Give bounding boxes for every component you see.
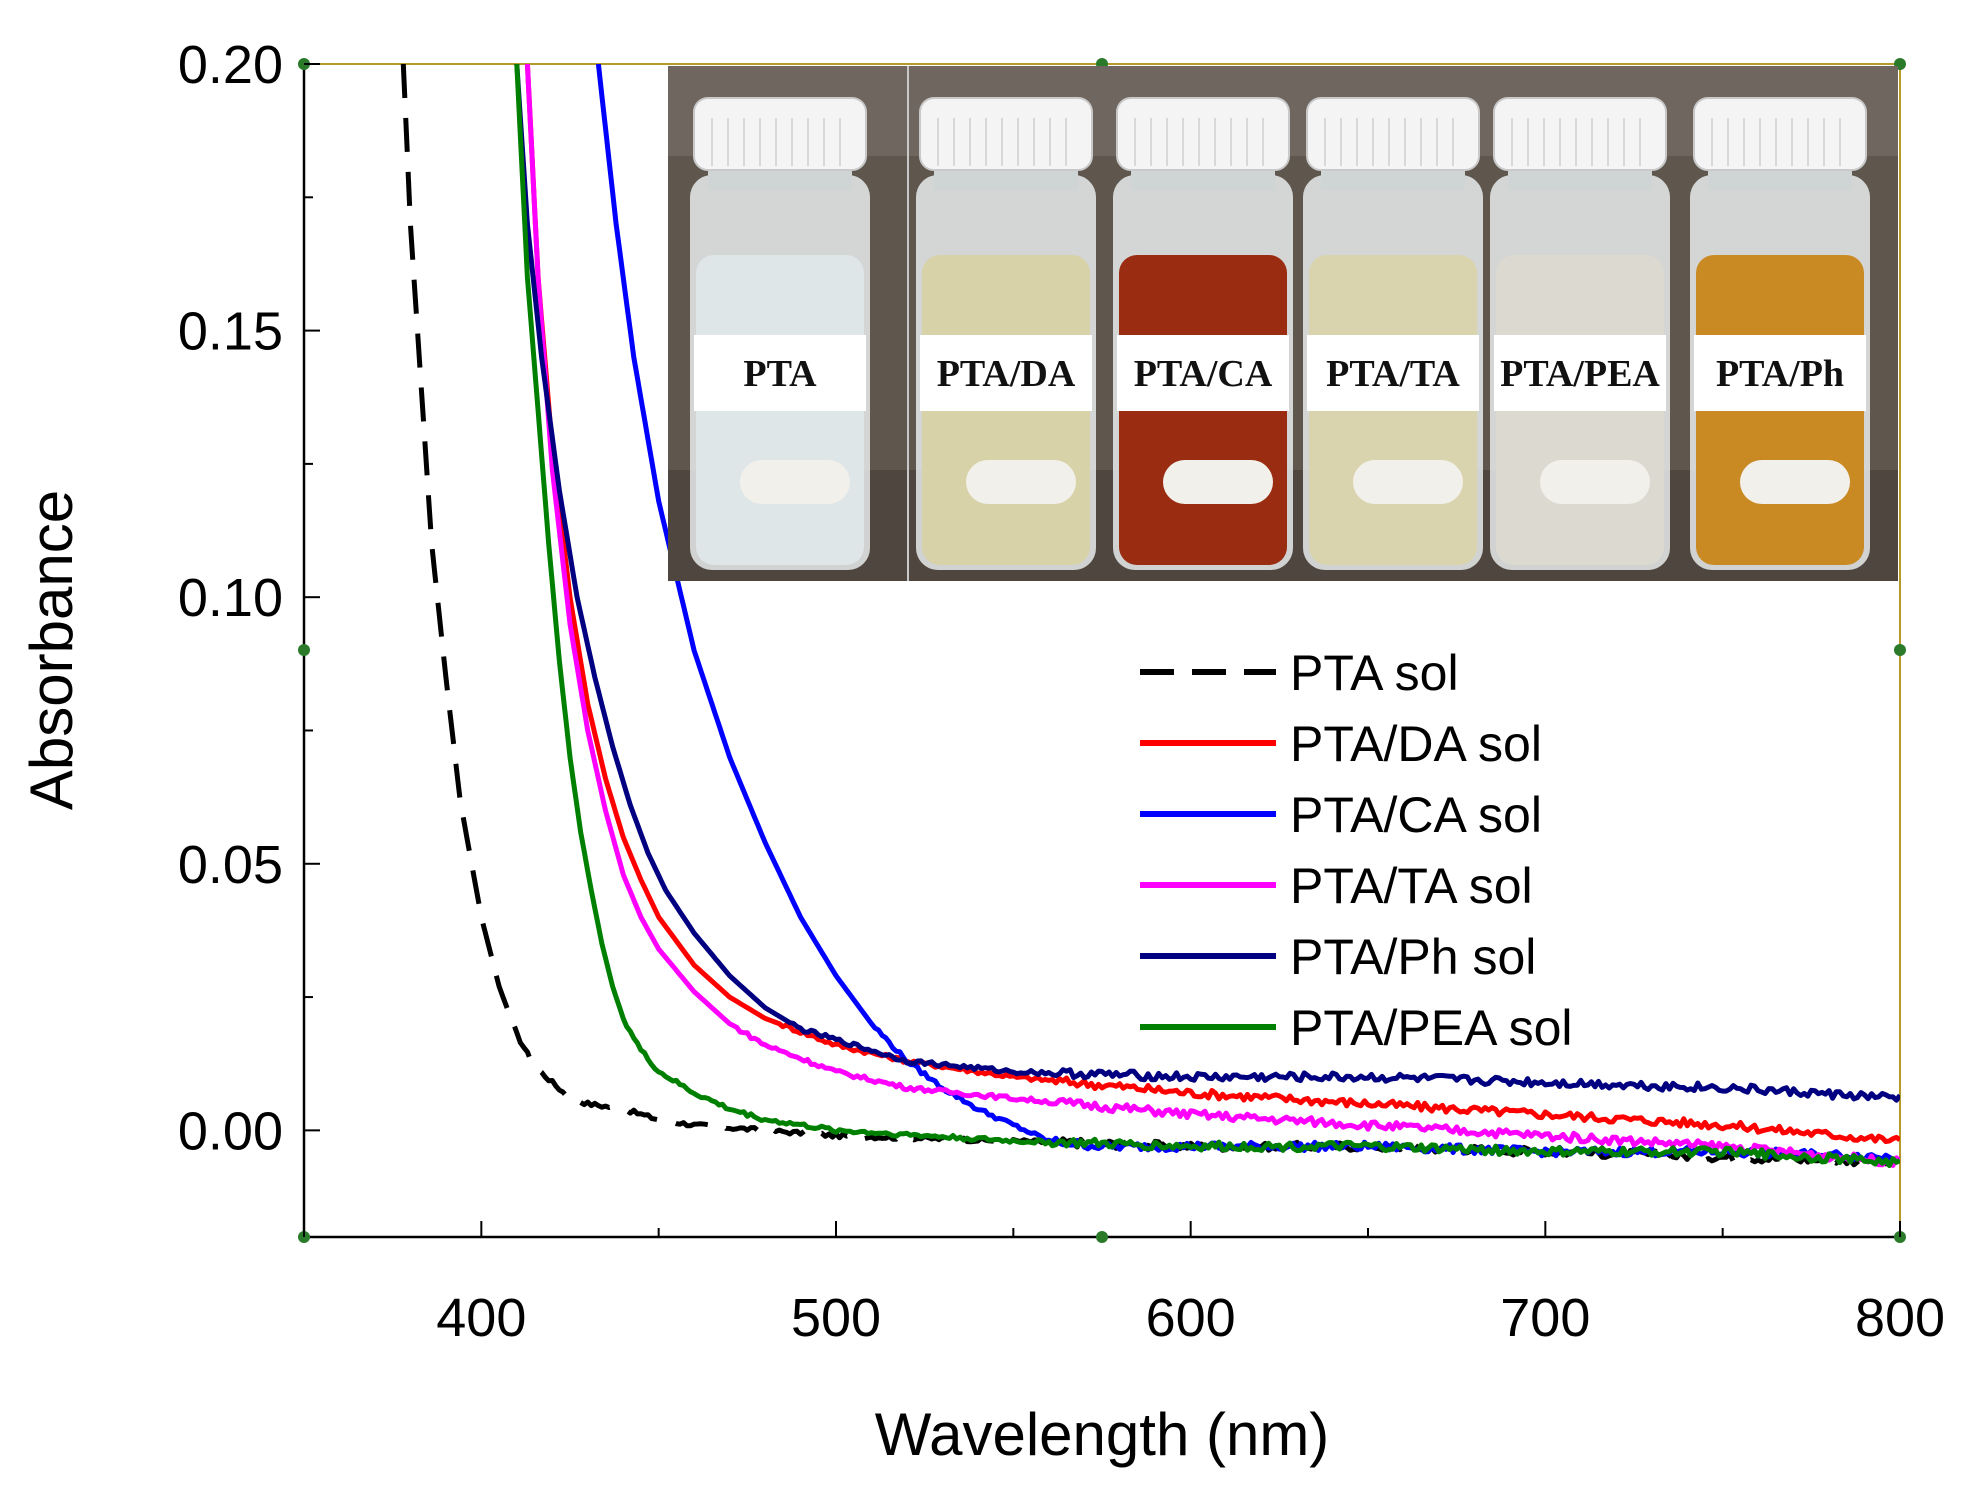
inset-photo: PTA PTA/DA PTA/CA PTA/TA PTA/PEA PTA/Ph (668, 66, 1898, 581)
y-tick-label: 0.15 (178, 302, 283, 362)
legend-label: PTA/CA sol (1290, 787, 1542, 843)
x-tick-label: 600 (1146, 1288, 1236, 1348)
vial-label: PTA/PEA (1500, 353, 1660, 395)
vial: PTA (690, 97, 870, 570)
vial-label-sticker (694, 335, 866, 411)
axis-tick-labels: 400 500 600 700 800 0.00 0.05 0.10 0.15 0.20 (178, 35, 1945, 1348)
series-line-pta-ta-sol (524, 64, 1900, 1168)
vial-label-sticker (1694, 335, 1866, 411)
y-tick-label: 0.20 (178, 35, 283, 95)
legend-label: PTA/DA sol (1290, 716, 1542, 772)
x-tick-label: 400 (436, 1288, 526, 1348)
vial-label-sticker (1307, 335, 1479, 411)
vial-label-sticker (920, 335, 1092, 411)
vial-label: PTA/Ph (1716, 353, 1844, 395)
y-axis-title: Absorbance (18, 490, 85, 810)
legend-label: PTA/Ph sol (1290, 929, 1536, 985)
vial-label-sticker (1117, 335, 1289, 411)
legend-label: PTA/TA sol (1290, 858, 1533, 914)
series-line-pta-da-sol (524, 64, 1900, 1145)
vial: PTA/DA (916, 97, 1096, 570)
vial-label: PTA (743, 353, 817, 395)
frame-handles (298, 58, 1906, 1243)
legend: PTA sol PTA/DA sol PTA/CA sol PTA/TA sol PTA… (1140, 645, 1573, 1056)
x-tick-label: 700 (1500, 1288, 1590, 1348)
stir-bar (966, 460, 1076, 504)
stir-bar (740, 460, 850, 504)
vial-label: PTA/DA (937, 353, 1076, 395)
x-axis-title: Wavelength (nm) (875, 1401, 1330, 1468)
y-tick-label: 0.10 (178, 568, 283, 628)
vial-label: PTA/TA (1326, 353, 1460, 395)
series-line-pta-ph-sol (514, 64, 1900, 1103)
stir-bar (1740, 460, 1850, 504)
vial-label-sticker (1494, 335, 1666, 411)
vials-layer: PTA PTA/DA PTA/CA PTA/TA PTA/PEA PTA/Ph (690, 97, 1870, 570)
series-line-pta-pea-sol (514, 64, 1900, 1168)
series-layer (400, 64, 1900, 1168)
vial: PTA/CA (1113, 97, 1293, 570)
x-tick-label: 800 (1855, 1288, 1945, 1348)
legend-label: PTA/PEA sol (1290, 1000, 1573, 1056)
legend-label: PTA sol (1290, 645, 1459, 701)
vial: PTA/Ph (1690, 97, 1870, 570)
stir-bar (1540, 460, 1650, 504)
y-tick-label: 0.00 (178, 1101, 283, 1161)
x-tick-label: 500 (791, 1288, 881, 1348)
vial: PTA/TA (1303, 97, 1483, 570)
y-tick-label: 0.05 (178, 835, 283, 895)
stir-bar (1353, 460, 1463, 504)
vial: PTA/PEA (1490, 97, 1670, 570)
vial-label: PTA/CA (1134, 353, 1273, 395)
stir-bar (1163, 460, 1273, 504)
axis-ticks (303, 63, 1901, 1237)
